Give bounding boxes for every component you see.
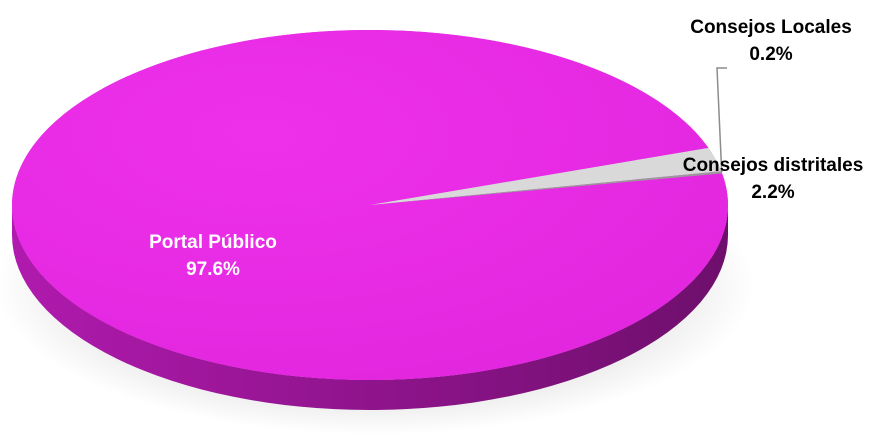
leader-line-consejos-locales — [716, 67, 727, 173]
pie-side-wall — [12, 205, 728, 410]
slice-value-portal-publico: 97.6% — [186, 259, 240, 280]
slice-label-consejos-distritales: Consejos distritales — [683, 155, 864, 176]
slice-value-consejos-locales: 0.2% — [749, 44, 792, 65]
slice-label-portal-publico: Portal Público — [149, 232, 277, 253]
slice-label-consejos-locales: Consejos Locales — [690, 17, 852, 38]
slice-value-consejos-distritales: 2.2% — [751, 182, 794, 203]
slice-consejos-locales — [370, 171, 723, 205]
slice-consejos-distritales — [370, 147, 722, 205]
pie-slices — [11, 30, 729, 381]
slice-portal-publico — [11, 30, 729, 381]
